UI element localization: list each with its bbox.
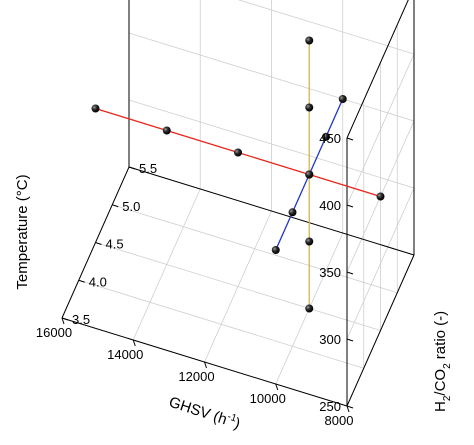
data-point: [305, 170, 314, 179]
x-axis-title-end: ): [232, 415, 242, 433]
y-axis-title: H2/CO2 ratio (-): [432, 311, 453, 412]
side-wall-grid-line: [346, 53, 415, 206]
x-axis-title: GHSV (h-1): [167, 393, 243, 433]
y-axis-title-sub2: 2: [442, 363, 453, 369]
z-tick: [346, 271, 354, 275]
z-tick: [346, 338, 354, 342]
data-point: [305, 103, 314, 112]
y-tick: [78, 279, 85, 283]
x-tick-label: 16000: [36, 325, 72, 340]
data-point: [305, 237, 314, 246]
x-tick-label: 8000: [325, 413, 354, 428]
data-point: [305, 36, 314, 45]
tick-labels: 250 300 350 400 450 8000 10000 12000 14000 160003…: [36, 131, 354, 428]
x-tick: [204, 361, 207, 369]
data-point: [322, 132, 330, 141]
y-tick: [95, 242, 102, 245]
data-point: [234, 148, 242, 157]
z-tick-label: 250: [319, 399, 341, 414]
x-axis-title-sup: -1: [226, 411, 238, 424]
side-wall-grid-line: [346, 187, 415, 340]
data-point: [91, 104, 100, 113]
floor-grid-line: [112, 204, 398, 294]
x-axis-title-main: GHSV (h: [167, 394, 229, 429]
x-tick-label: 14000: [107, 347, 143, 362]
data-point: [288, 208, 297, 217]
y-tick: [128, 166, 136, 170]
data-point: [271, 246, 280, 254]
y-axis-title-h: H: [432, 401, 449, 412]
y-tick-label: 4.0: [89, 274, 107, 289]
floor-grid-line: [95, 242, 381, 331]
z-tick: [346, 405, 354, 409]
series-group: [91, 36, 385, 313]
y-tick-label: 5.0: [122, 199, 140, 214]
y-tick-label: 4.5: [106, 237, 124, 252]
x-tick-label: 12000: [178, 369, 214, 384]
data-point: [376, 192, 385, 201]
y-axis-title-end: ratio (-): [432, 311, 449, 364]
x-tick: [132, 339, 136, 347]
y-tick-label: 5.5: [139, 161, 157, 176]
z-tick: [346, 204, 354, 208]
x-tick: [275, 383, 279, 391]
data-point: [305, 304, 314, 313]
y-tick: [61, 317, 69, 321]
z-axis-title: Temperature (°C): [14, 174, 31, 289]
back-wall-grid-line: [128, 99, 415, 189]
floor-grid-line: [78, 279, 364, 369]
data-point: [338, 95, 347, 103]
z-tick: [346, 137, 354, 141]
y-axis-title-co: /CO: [432, 369, 449, 396]
x-tick: [61, 317, 65, 325]
y-axis-title-sub1: 2: [442, 395, 453, 401]
x-tick-label: 10000: [250, 391, 286, 406]
box-edge: [128, 166, 415, 256]
box-edge: [346, 254, 415, 407]
z-tick-label: 350: [319, 265, 341, 280]
axis-box: [61, 0, 415, 407]
x-tick: [346, 405, 350, 413]
box-edge: [346, 0, 409, 139]
z-tick-label: 400: [319, 198, 341, 213]
z-tick-label: 450: [319, 131, 341, 146]
y-tick-label: 3.5: [72, 312, 90, 327]
y-tick: [112, 204, 119, 208]
grid: [61, 0, 415, 407]
back-wall-grid-line: [237, 0, 415, 55]
back-wall-grid-line: [128, 32, 415, 122]
data-point: [162, 126, 171, 135]
z-tick-label: 300: [319, 332, 341, 347]
